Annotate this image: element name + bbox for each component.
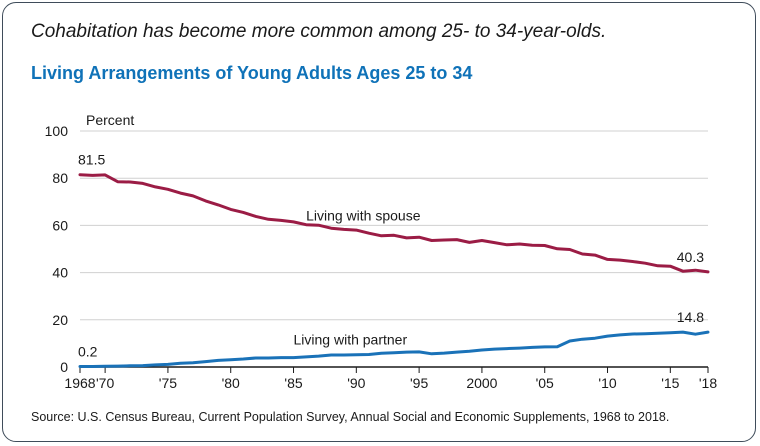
partner-series-label: Living with partner — [294, 332, 408, 348]
series-line-spouse — [78, 173, 710, 274]
x-tick-label: '70 — [96, 375, 114, 391]
chart-title: Living Arrangements of Young Adults Ages… — [31, 63, 473, 83]
x-tick-label: 2000 — [466, 375, 497, 391]
partner-end-label: 14.8 — [677, 309, 704, 325]
y-tick-label: 80 — [52, 170, 68, 186]
chart-frame: Cohabitation has become more common amon… — [2, 2, 756, 442]
x-tick-label: '18 — [699, 375, 717, 391]
series-line-partner — [78, 330, 710, 368]
x-tick-label: '15 — [661, 375, 679, 391]
x-tick-label: '80 — [222, 375, 240, 391]
y-axis-ticks: 0 20 40 60 80 100 — [45, 123, 69, 375]
chart-subtitle: Cohabitation has become more common amon… — [31, 21, 607, 42]
x-tick-label: '95 — [410, 375, 428, 391]
x-tick-label: '85 — [284, 375, 302, 391]
spouse-start-label: 81.5 — [78, 152, 105, 168]
y-tick-label: 100 — [45, 123, 69, 139]
y-axis-label: Percent — [86, 112, 134, 128]
gridlines — [80, 130, 708, 368]
series-lines — [78, 173, 710, 368]
y-tick-label: 60 — [52, 217, 68, 233]
spouse-end-label: 40.3 — [677, 249, 704, 265]
x-tick-label: 1968 — [64, 375, 95, 391]
x-tick-label: '90 — [347, 375, 365, 391]
data-labels: 81.5 40.3 0.2 14.8 Living with spouse Living … — [78, 152, 704, 360]
y-tick-label: 40 — [52, 265, 68, 281]
x-tick-label: '75 — [159, 375, 177, 391]
y-tick-label: 0 — [60, 359, 68, 375]
x-tick-label: '05 — [536, 375, 554, 391]
source-note: Source: U.S. Census Bureau, Current Popu… — [31, 410, 670, 424]
x-tick-label: '10 — [598, 375, 616, 391]
spouse-series-label: Living with spouse — [306, 208, 421, 224]
y-tick-label: 20 — [52, 312, 68, 328]
x-axis-ticks: 1968'70 '75 '80 '85 '90 '95 2000 '05 '10 '15 '18 — [64, 367, 717, 391]
partner-start-label: 0.2 — [78, 344, 98, 360]
